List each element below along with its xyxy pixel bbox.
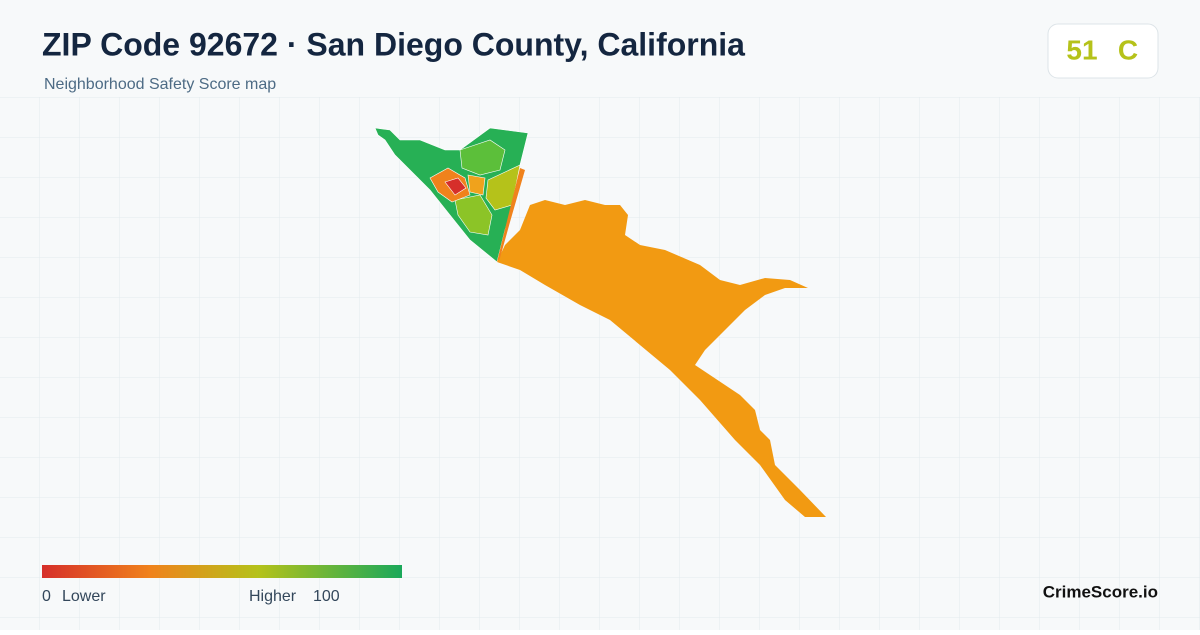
score-value: 51	[1066, 34, 1097, 65]
score-box	[1047, 23, 1159, 79]
legend-min-label: Lower	[62, 588, 106, 605]
legend-max: 100	[313, 588, 340, 605]
legend-min: 0	[42, 588, 51, 605]
region	[444, 177, 467, 196]
title: ZIP Code 92672 · San Diego County, Calif…	[42, 26, 745, 62]
region	[497, 200, 826, 517]
region	[454, 194, 493, 236]
subtitle: Neighborhood Safety Score map	[44, 76, 276, 93]
legend-max-label: Higher	[249, 588, 297, 605]
region	[467, 174, 486, 196]
region	[459, 139, 506, 176]
legend-bar	[42, 565, 402, 578]
map	[374, 127, 826, 517]
region	[485, 164, 521, 211]
region	[497, 168, 525, 262]
grid	[0, 97, 1200, 630]
score-grade: C	[1118, 34, 1138, 65]
brand: CrimeScore.io	[1043, 582, 1158, 601]
